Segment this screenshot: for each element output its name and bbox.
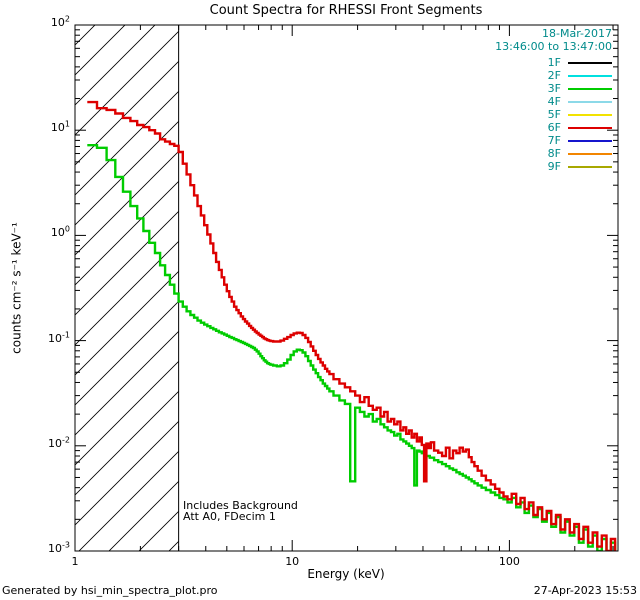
legend-item-3F: 3F <box>548 82 612 95</box>
x-tick-label: 1 <box>71 555 79 568</box>
x-tick-label: 100 <box>498 555 520 568</box>
plot-border <box>74 24 619 552</box>
legend-label: 5F <box>547 108 561 121</box>
x-axis-label: Energy (keV) <box>307 567 385 581</box>
legend-item-2F: 2F <box>548 69 612 82</box>
y-tick-label: 102 <box>50 14 70 29</box>
legend-item-7F: 7F <box>548 134 612 147</box>
footer-timestamp: 27-Apr-2023 15:53 <box>533 584 637 597</box>
annotation-attenuator-state: Att A0, FDecim 1 <box>183 510 276 523</box>
legend-color-line <box>568 139 612 142</box>
legend-label: 9F <box>547 160 561 173</box>
y-tick-label: 101 <box>50 119 70 135</box>
y-tick-label: 10-2 <box>48 435 70 450</box>
y-tick-label: 10-3 <box>48 540 70 555</box>
legend-label: 1F <box>547 56 561 69</box>
axis-ticks <box>74 24 618 552</box>
legend-label: 7F <box>547 134 561 147</box>
legend-item-6F: 6F <box>548 121 612 134</box>
legend-color-line <box>568 61 612 64</box>
legend-color-line <box>568 74 612 77</box>
legend-label: 6F <box>547 121 561 134</box>
chart-title: Count Spectra for RHESSI Front Segments <box>209 3 483 18</box>
y-axis-label: counts cm⁻² s⁻¹ keV⁻¹ <box>9 222 24 354</box>
series-6F-curve <box>87 100 617 551</box>
annotation-includes-background: Includes Background <box>183 499 298 512</box>
legend-item-1F: 1F <box>548 56 612 69</box>
legend-label: 4F <box>547 95 561 108</box>
legend-color-line <box>568 113 612 116</box>
legend: 1F 2F 3F 4F 5F 6F 7F 8F 9F <box>548 56 612 173</box>
legend-color-line <box>568 87 612 90</box>
series-3F-curve <box>87 144 617 551</box>
footer-generated-by: Generated by hsi_min_spectra_plot.pro <box>2 584 218 597</box>
y-tick-label: 100 <box>50 224 70 240</box>
hatch-region <box>75 25 180 551</box>
legend-label: 2F <box>547 69 561 82</box>
legend-item-5F: 5F <box>548 108 612 121</box>
legend-color-line <box>568 126 612 129</box>
time-range-label: 13:46:00 to 13:47:00 <box>495 40 612 53</box>
date-label: 18-Mar-2017 <box>542 27 612 40</box>
legend-label: 8F <box>547 147 561 160</box>
legend-item-8F: 8F <box>548 147 612 160</box>
legend-color-line <box>568 152 612 155</box>
legend-color-line <box>568 100 612 103</box>
legend-label: 3F <box>547 82 561 95</box>
y-tick-label: 10-1 <box>48 329 70 345</box>
legend-item-9F: 9F <box>548 160 612 173</box>
x-tick-label: 10 <box>285 555 300 568</box>
legend-item-4F: 4F <box>548 95 612 108</box>
legend-color-line <box>568 165 612 168</box>
